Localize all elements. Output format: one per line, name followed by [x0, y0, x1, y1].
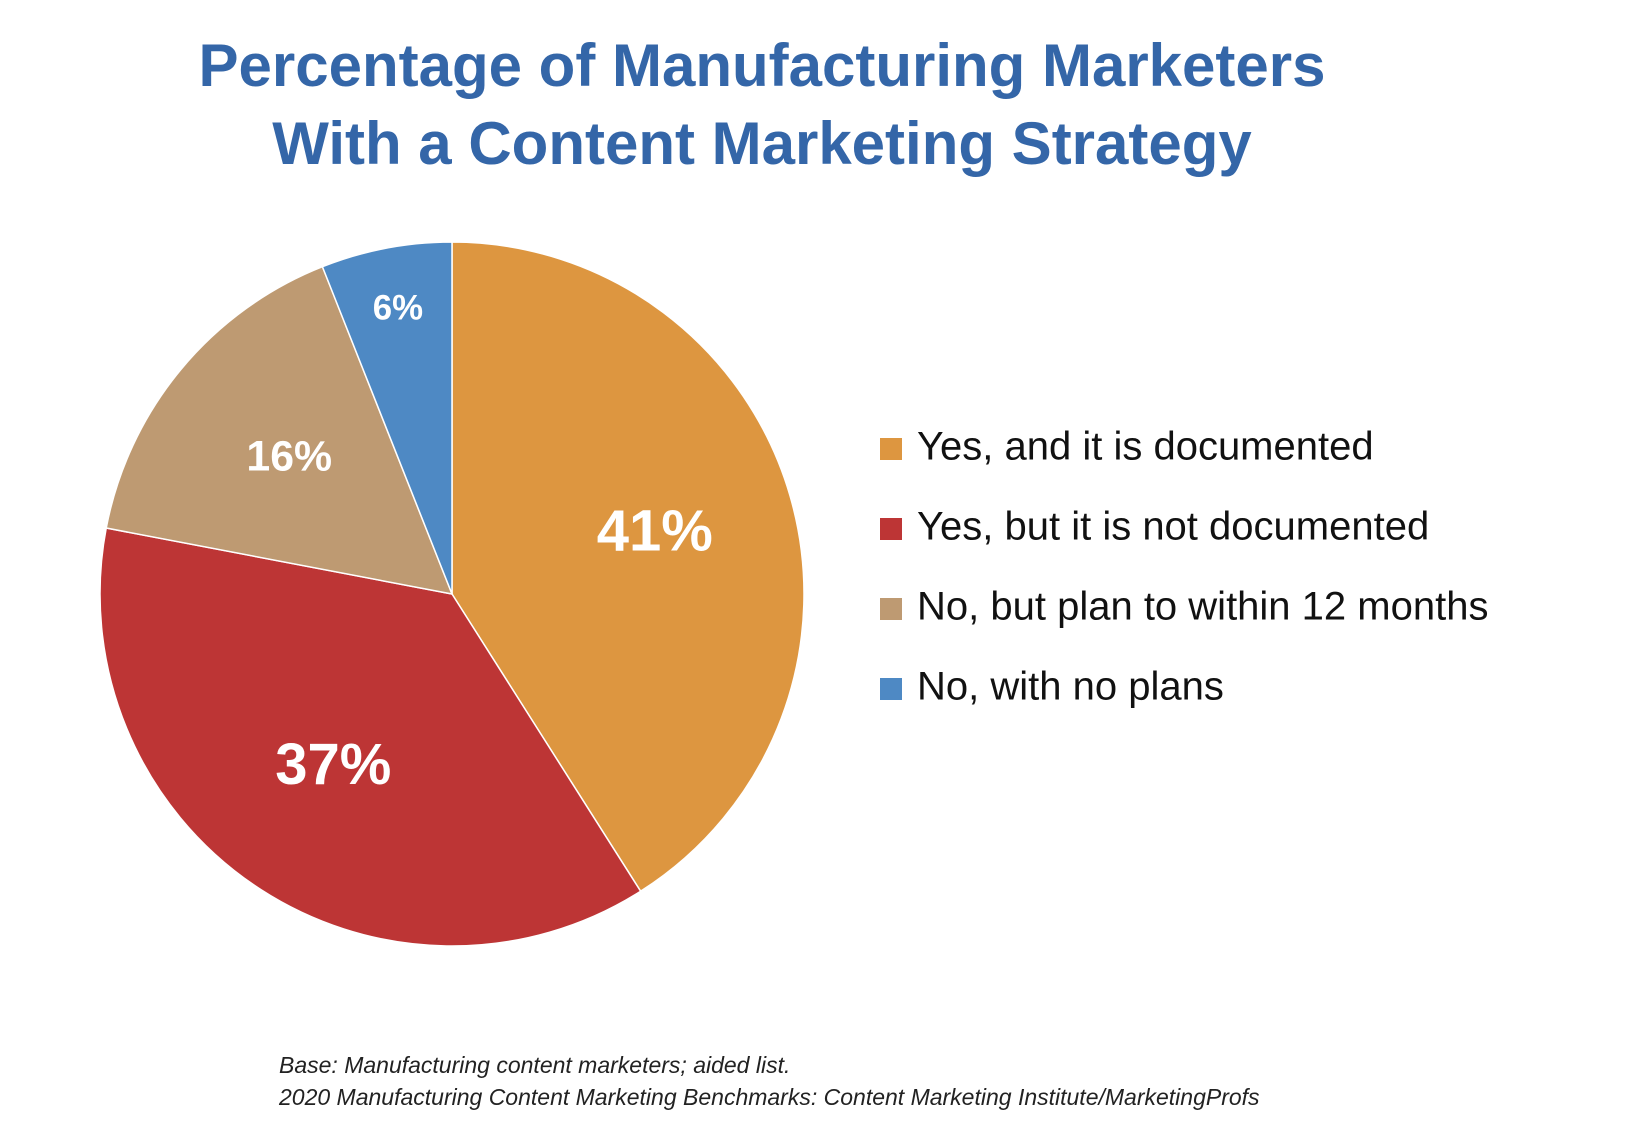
legend-swatch	[880, 678, 902, 700]
value-label: 16%	[246, 433, 332, 481]
legend-text: No, with no plans	[917, 665, 1224, 709]
legend-swatch	[880, 518, 902, 540]
value-label: 41%	[597, 498, 713, 563]
legend-text: Yes, but it is not documented	[917, 505, 1429, 549]
pie-slice	[99, 527, 642, 947]
note: Base: Manufacturing content marketers; a…	[279, 1052, 790, 1078]
chart-title: Percentage of Manufacturing Marketers	[199, 32, 1326, 99]
value-label: 6%	[373, 289, 423, 328]
pie-slice	[321, 241, 453, 595]
value-label: 37%	[275, 732, 391, 797]
pie-slice	[105, 265, 454, 595]
note: 2020 Manufacturing Content Marketing Ben…	[278, 1084, 1260, 1110]
pie-slice	[451, 241, 805, 893]
chart-title: With a Content Marketing Strategy	[272, 110, 1252, 177]
legend-text: No, but plan to within 12 months	[917, 585, 1488, 629]
legend-swatch	[880, 438, 902, 460]
legend-swatch	[880, 598, 902, 620]
legend-text: Yes, and it is documented	[917, 425, 1374, 469]
